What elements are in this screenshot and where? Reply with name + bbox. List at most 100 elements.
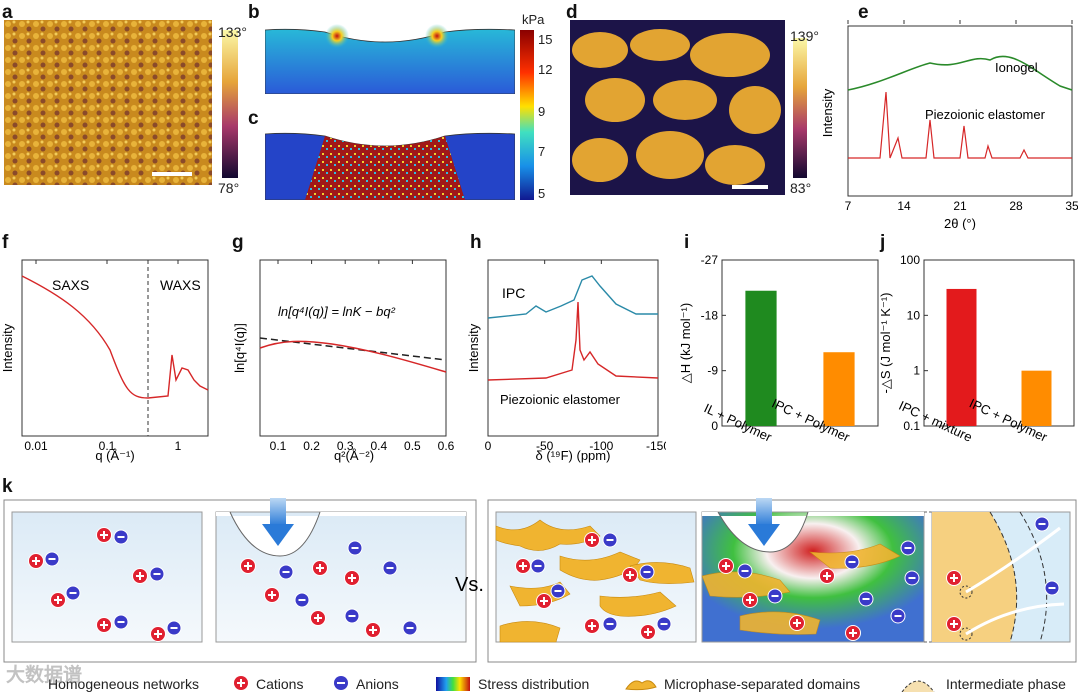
h-x-tick: -50: [536, 439, 554, 453]
stress-gradient-icon: [436, 677, 470, 691]
y-tick: -18: [701, 308, 719, 322]
annot-saxs: SAXS: [52, 277, 89, 293]
ylabel-i: △H (kJ mol⁻¹): [678, 303, 693, 383]
y-tick: -27: [701, 253, 719, 267]
data-line: [259, 340, 447, 373]
h-x-tick: -150: [646, 439, 666, 453]
ylabel-h: Intensity: [466, 323, 481, 372]
g-x-tick: 0.6: [438, 439, 455, 453]
scale-bar: [152, 172, 192, 176]
legend-intermediate: Intermediate phase: [946, 676, 1066, 692]
ylabel-f: Intensity: [0, 323, 15, 372]
g-x-tick: 0.5: [404, 439, 421, 453]
legend-ionogel: Ionogel: [995, 60, 1038, 75]
panel-label-k: k: [2, 476, 13, 497]
afm-image-a: [4, 20, 212, 185]
ylabel-g: ln[q⁴I(q)]: [232, 323, 247, 373]
colorbar-a-max: 133°: [218, 24, 247, 40]
chart-g: ln[q⁴I(q)] = lnK − bq² ln[q⁴I(q)] q²(Å⁻²…: [232, 259, 455, 463]
f-x-tick: 1: [175, 439, 182, 453]
legend-piezo: Piezoionic elastomer: [925, 107, 1046, 122]
colorbar-d-max: 139°: [790, 28, 819, 44]
colorbar-b-tick: 9: [538, 104, 546, 119]
colorbar-a: [222, 30, 238, 178]
chart-h: IPC Piezoionic elastomer Intensity δ (¹⁹…: [466, 259, 666, 463]
panel-label-h: h: [470, 232, 482, 253]
panel-label-b: b: [248, 2, 260, 23]
equation-g: ln[q⁴I(q)] = lnK − bq²: [278, 304, 396, 319]
y-tick: 0.1: [903, 419, 920, 433]
bar-2: [1021, 370, 1052, 426]
e-x-tick: 7: [845, 199, 852, 213]
label-ipc: IPC: [502, 285, 525, 301]
legend-bar: Homogeneous networks Cations Anions Stre…: [0, 672, 1080, 696]
panel-label-c: c: [248, 108, 259, 129]
bar-2: [823, 352, 855, 426]
f-x-tick: 0.01: [24, 439, 48, 453]
intermediate-phase-icon: [901, 680, 935, 692]
panel-label-j: j: [880, 232, 886, 253]
cation-icon: [234, 676, 248, 690]
colorbar-b: [520, 30, 534, 200]
colorbar-b-tick: 5: [538, 186, 546, 201]
legend-stress: Stress distribution: [478, 676, 590, 692]
f-x-tick: 0.1: [99, 439, 116, 453]
legend-cations: Cations: [256, 676, 304, 692]
colorbar-b-tick: 12: [538, 62, 553, 77]
piezo-line: [848, 91, 1072, 159]
fit-line: [259, 337, 447, 361]
xlabel-f: q (Å⁻¹): [95, 448, 134, 463]
watermark: 大数据谱: [6, 665, 83, 686]
legend-anions: Anions: [356, 676, 399, 692]
colorbar-b-unit: kPa: [522, 12, 545, 27]
e-x-tick: 28: [1009, 199, 1023, 213]
panel-label-a: a: [2, 2, 13, 23]
y-tick: 0: [711, 419, 718, 433]
label-piezo-nmr: Piezoionic elastomer: [500, 392, 621, 407]
legend-homogeneous: Homogeneous networks: [48, 676, 199, 692]
panel-label-d: d: [566, 2, 578, 23]
saxs-waxs-line: [21, 275, 209, 399]
ylabel-e: Intensity: [820, 88, 835, 137]
ipc-line: [487, 275, 658, 319]
colorbar-b-tick: 7: [538, 144, 546, 159]
panel-label-e: e: [858, 2, 869, 23]
y-tick: 100: [900, 253, 920, 267]
anion-icon: [334, 676, 348, 690]
g-x-tick: 0.4: [370, 439, 387, 453]
panel-label-f: f: [2, 232, 9, 253]
y-tick: -9: [707, 364, 718, 378]
y-tick: 10: [907, 308, 921, 322]
ionogel-line: [847, 55, 1073, 91]
ylabel-j: -△S (J mol⁻¹ K⁻¹): [878, 293, 893, 394]
colorbar-a-min: 78°: [218, 180, 240, 196]
h-x-tick: -100: [589, 439, 613, 453]
chart-e: Ionogel Piezoionic elastomer Intensity 2…: [820, 20, 1078, 230]
e-x-tick: 14: [897, 199, 911, 213]
legend-micro: Microphase-separated domains: [664, 676, 861, 692]
panel-label-i: i: [684, 232, 690, 253]
afm-image-d: [570, 20, 785, 195]
e-x-tick: 35: [1065, 199, 1078, 213]
g-x-tick: 0.1: [270, 439, 287, 453]
colorbar-d: [793, 38, 807, 178]
h-x-tick: 0: [485, 439, 492, 453]
colorbar-b-tick: 15: [538, 32, 553, 47]
bar-1: [946, 288, 977, 426]
g-x-tick: 0.3: [337, 439, 354, 453]
fem-stress-c: [265, 132, 515, 200]
xlabel-e: 2θ (°): [944, 216, 976, 230]
domain-icon: [625, 680, 657, 691]
y-tick: 1: [913, 364, 920, 378]
panel-label-g: g: [232, 232, 244, 253]
vs-text: Vs.: [455, 574, 484, 596]
schematic-k: Vs.: [3, 498, 1077, 663]
g-x-tick: 0.2: [303, 439, 320, 453]
bar-1: [745, 290, 777, 426]
piezo-nmr-line: [487, 301, 659, 381]
xlabel-h: δ (¹⁹F) (ppm): [536, 448, 611, 463]
chart-f: SAXS WAXS Intensity q (Å⁻¹) 0.01 0.1 1: [0, 259, 209, 463]
fem-stress-b: [265, 24, 515, 94]
